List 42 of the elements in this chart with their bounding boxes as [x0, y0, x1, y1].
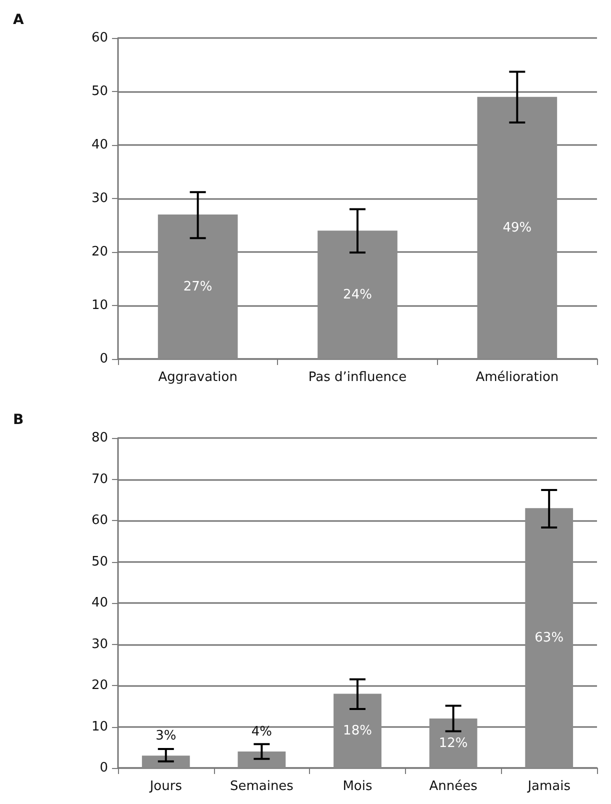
- x-tick-label: Années: [429, 779, 478, 794]
- y-tick-label: 60: [91, 513, 108, 528]
- bar: [142, 756, 190, 768]
- y-tick-label: 20: [91, 678, 108, 693]
- x-tick-label: Pas d’influence: [308, 370, 407, 385]
- y-tick-label: 10: [91, 719, 108, 734]
- y-tick-label: 50: [91, 84, 108, 99]
- y-tick-label: 60: [91, 30, 108, 46]
- bar: [318, 230, 398, 359]
- y-tick-label: 30: [91, 636, 108, 652]
- y-tick-label: 0: [100, 760, 108, 776]
- bar: [334, 694, 382, 768]
- data-label: 3%: [156, 728, 176, 744]
- bar: [158, 214, 238, 359]
- y-tick-label: 50: [91, 554, 108, 570]
- y-tick-label: 40: [91, 138, 108, 152]
- chart-title: B: [13, 412, 24, 428]
- chart-title: A: [13, 12, 24, 28]
- bar: [238, 752, 286, 768]
- y-tick-label: 20: [91, 244, 108, 260]
- y-tick-label: 70: [91, 472, 108, 487]
- x-tick-label: Jours: [148, 779, 182, 794]
- y-tick-label: 0: [100, 352, 108, 366]
- data-label: 24%: [343, 287, 372, 302]
- y-tick-label: 30: [91, 191, 108, 206]
- x-tick-label: Aggravation: [158, 370, 238, 385]
- y-tick-label: 80: [91, 430, 108, 446]
- data-label: 63%: [534, 630, 564, 646]
- x-tick-label: Amélioration: [476, 370, 559, 385]
- data-label: 49%: [502, 220, 532, 236]
- x-tick-label: Jamais: [526, 779, 571, 794]
- y-tick-label: 10: [91, 298, 108, 313]
- bar: [477, 96, 558, 359]
- x-tick-label: Mois: [342, 779, 372, 794]
- x-tick-label: Semaines: [230, 779, 294, 794]
- bar: [525, 508, 574, 768]
- bar: [429, 718, 478, 768]
- data-label: 27%: [183, 279, 212, 294]
- data-label: 12%: [438, 736, 468, 751]
- data-label: 4%: [251, 724, 272, 740]
- data-label: 18%: [343, 723, 372, 738]
- y-tick-label: 40: [91, 596, 108, 610]
